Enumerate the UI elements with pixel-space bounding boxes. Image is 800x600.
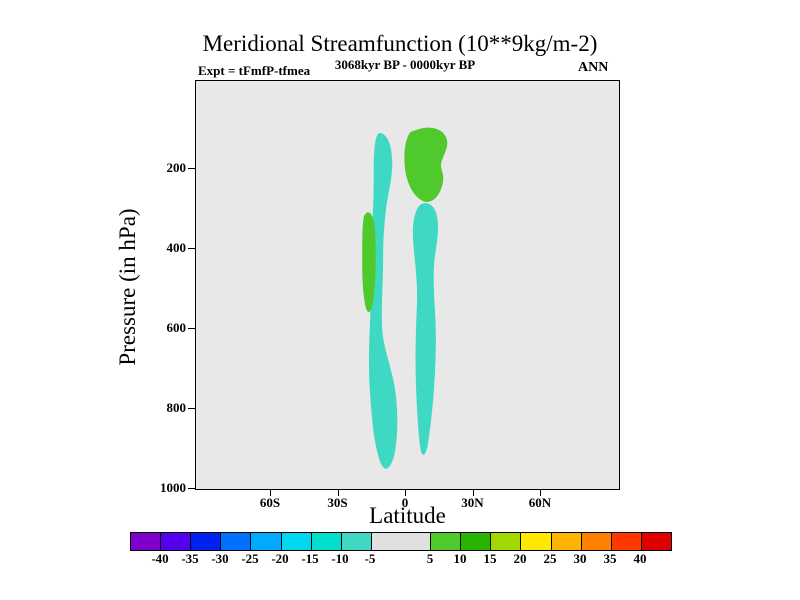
x-tick-label: 30N [461, 495, 484, 510]
x-tick-label: 60S [259, 495, 281, 510]
colorbar-segment [640, 533, 671, 550]
colorbar-segment [610, 533, 641, 550]
colorbar-tick-label: 35 [603, 551, 617, 566]
colorbar-tick-label: 25 [543, 551, 557, 566]
colorbar-tick-label: 5 [426, 551, 434, 566]
y-tick-mark [188, 408, 195, 409]
colorbar-segment [220, 533, 251, 550]
colorbar-segment [160, 533, 191, 550]
x-tick-label: 60N [528, 495, 552, 510]
contour-region-negative-cell-left [368, 132, 398, 469]
colorbar-tick-label: -30 [211, 551, 229, 566]
y-tick-label: 800 [166, 400, 187, 415]
x-tick-label: 30S [327, 495, 348, 510]
y-tick-label: 400 [166, 240, 187, 255]
colorbar-tick-label: -35 [181, 551, 199, 566]
x-tick-mark [540, 490, 541, 496]
colorbar-segment [340, 533, 371, 550]
colorbar-tick-label: 10 [453, 551, 467, 566]
colorbar-segment [430, 533, 461, 550]
colorbar-segment [131, 533, 161, 550]
y-tick-mark [188, 328, 195, 329]
colorbar-tick-label: 15 [483, 551, 497, 566]
x-tick-mark [472, 490, 474, 496]
contour-region-positive-sliver-left [362, 212, 376, 313]
colorbar-tick-label: 30 [573, 551, 587, 566]
colorbar-segment [550, 533, 581, 550]
y-tick-mark [188, 488, 195, 489]
colorbar-segment [520, 533, 551, 550]
experiment-label: Expt = tFmfP-tfmea [198, 63, 311, 78]
colorbar-segment [460, 533, 491, 550]
colorbar-segment [370, 533, 431, 550]
colorbar-tick-label: -15 [301, 551, 319, 566]
contour-layer [362, 127, 448, 469]
chart-title: Meridional Streamfunction (10**9kg/m-2) [202, 31, 598, 56]
plot-area [195, 80, 620, 490]
x-tick-mark [270, 490, 271, 496]
y-tick-label: 1000 [160, 480, 186, 495]
colorbar-segment [280, 533, 311, 550]
x-tick-mark [405, 490, 406, 496]
colorbar-tick-label: 40 [633, 551, 647, 566]
colorbar-tick-label: -5 [364, 551, 376, 566]
y-tick-label: 200 [166, 160, 187, 175]
colorbar-segment [190, 533, 221, 550]
colorbar-tick-label: -25 [241, 551, 259, 566]
colorbar-segment [310, 533, 341, 550]
season-label: ANN [578, 60, 609, 75]
y-tick-label: 600 [166, 320, 187, 335]
contour-region-negative-cell-right [412, 203, 439, 455]
y-axis-title: Pressure (in hPa) [115, 208, 140, 366]
contour-region-positive-cell-upper [404, 127, 448, 202]
colorbar-segment [490, 533, 521, 550]
colorbar-tick-label: -40 [151, 551, 169, 566]
x-tick-label: 0 [401, 495, 409, 510]
colorbar-tick-label: -10 [331, 551, 349, 566]
colorbar-segment [580, 533, 611, 550]
colorbar-tick-label: 20 [513, 551, 527, 566]
x-axis-title: Latitude [369, 503, 446, 528]
y-tick-mark [188, 168, 195, 169]
x-tick-mark [337, 490, 339, 496]
colorbar [130, 532, 672, 551]
chart-subtitle: 3068kyr BP - 0000kyr BP [334, 57, 476, 72]
colorbar-segment [250, 533, 281, 550]
colorbar-tick-label: -20 [271, 551, 289, 566]
y-tick-mark [188, 248, 195, 249]
